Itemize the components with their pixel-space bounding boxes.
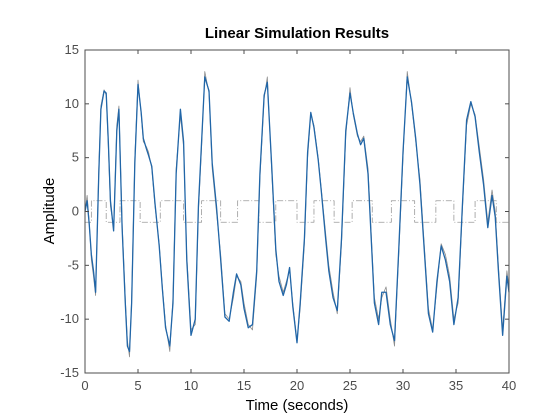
chart-title: Linear Simulation Results xyxy=(205,25,389,42)
x-tick-label: 20 xyxy=(290,378,304,393)
x-axis-ticks: 0 5 10 15 20 25 30 35 40 xyxy=(81,50,516,393)
x-tick-label: 30 xyxy=(396,378,410,393)
y-tick-label: 0 xyxy=(72,204,79,219)
y-tick-label: -10 xyxy=(60,311,79,326)
y-tick-label: -15 xyxy=(60,365,79,380)
x-tick-label: 0 xyxy=(81,378,88,393)
x-tick-label: 35 xyxy=(449,378,463,393)
x-tick-label: 25 xyxy=(343,378,357,393)
y-tick-label: -5 xyxy=(67,257,79,272)
x-tick-label: 10 xyxy=(184,378,198,393)
output-series-line xyxy=(84,76,510,353)
y-axis-label: Amplitude xyxy=(41,178,58,245)
x-tick-label: 40 xyxy=(502,378,516,393)
x-axis-label: Time (seconds) xyxy=(246,397,349,414)
y-tick-label: 5 xyxy=(72,150,79,165)
y-axis-ticks: -15 -10 -5 0 5 10 15 xyxy=(60,42,509,380)
y-tick-label: 10 xyxy=(65,96,79,111)
series-layer xyxy=(84,71,510,358)
y-tick-label: 15 xyxy=(65,42,79,57)
x-tick-label: 5 xyxy=(134,378,141,393)
x-tick-label: 15 xyxy=(237,378,251,393)
input-series-line xyxy=(85,200,509,223)
